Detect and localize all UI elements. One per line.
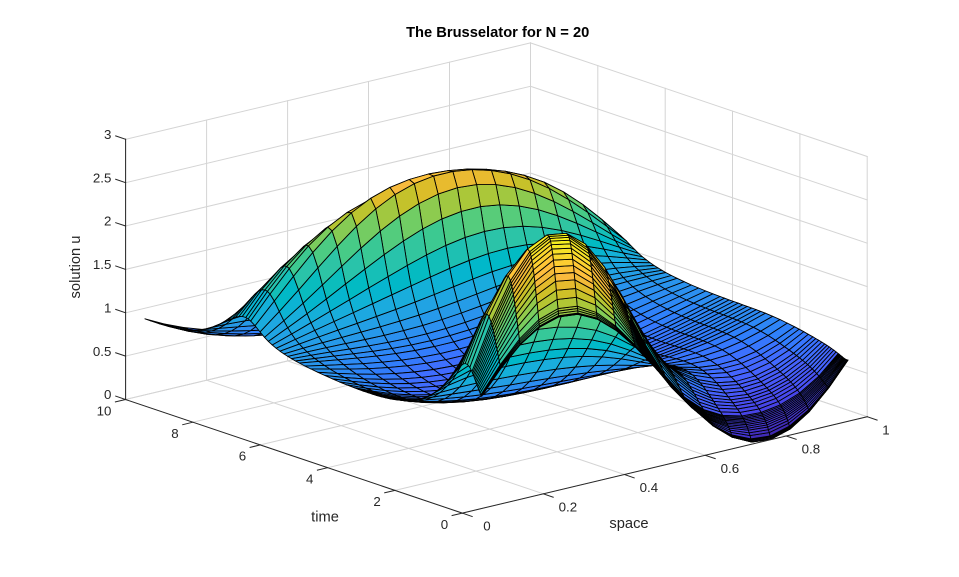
svg-text:0.5: 0.5 [93, 344, 112, 359]
svg-text:2: 2 [373, 494, 380, 509]
svg-text:0: 0 [441, 517, 448, 532]
svg-text:The Brusselator for N = 20: The Brusselator for N = 20 [406, 25, 589, 41]
svg-text:6: 6 [239, 449, 246, 464]
svg-text:solution u: solution u [68, 236, 84, 299]
svg-text:2.5: 2.5 [93, 170, 112, 185]
svg-text:space: space [609, 516, 648, 532]
svg-text:0.2: 0.2 [559, 499, 578, 514]
svg-text:1.5: 1.5 [93, 257, 112, 272]
svg-text:0.6: 0.6 [721, 461, 740, 476]
svg-text:0.8: 0.8 [802, 442, 821, 457]
svg-text:4: 4 [306, 472, 313, 487]
svg-text:1: 1 [104, 301, 111, 316]
svg-text:10: 10 [97, 403, 112, 418]
svg-text:0: 0 [483, 519, 490, 534]
svg-text:0.4: 0.4 [640, 480, 659, 495]
svg-text:3: 3 [104, 127, 111, 142]
svg-text:8: 8 [171, 426, 178, 441]
svg-text:1: 1 [882, 422, 889, 437]
svg-text:0: 0 [104, 387, 111, 402]
svg-text:2: 2 [104, 214, 111, 229]
svg-text:time: time [311, 510, 339, 526]
